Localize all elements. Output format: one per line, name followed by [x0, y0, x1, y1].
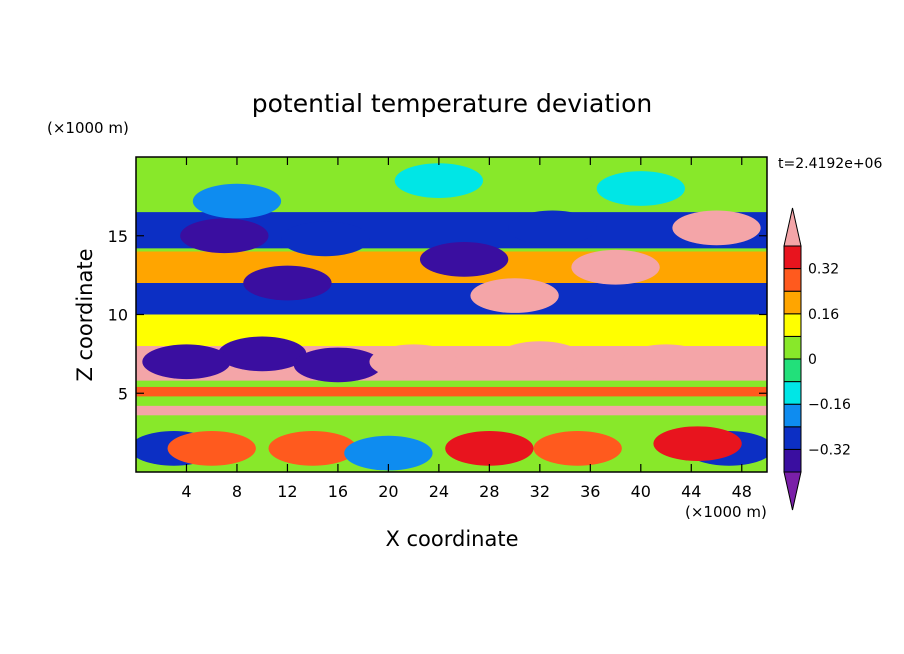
contour-anomaly-17: [653, 426, 742, 461]
contour-band-3: [136, 283, 767, 315]
contour-anomaly-11: [495, 341, 585, 376]
y-tick-label: 5: [118, 384, 128, 403]
contour-anomaly-22: [394, 163, 484, 198]
contour-anomaly-1: [281, 221, 370, 257]
contour-anomaly-9: [293, 347, 383, 383]
contour-band-7: [136, 405, 767, 416]
x-tick-label: 48: [732, 482, 752, 501]
colorbar-segment: [783, 245, 802, 270]
contour-anomaly-12: [621, 344, 711, 380]
colorbar-label: 0.32: [808, 262, 839, 278]
y-tick-label: 10: [108, 306, 128, 325]
x-tick-label: 32: [530, 482, 550, 501]
contour-band-4: [136, 314, 767, 346]
x-tick-label: 36: [580, 482, 600, 501]
colorbar-max-arrow: [783, 207, 802, 247]
x-tick-label: 20: [378, 482, 398, 501]
contour-anomaly-10: [142, 344, 231, 380]
contour-anomaly-8: [218, 336, 307, 372]
y-axis-label: Z coordinate: [73, 248, 97, 381]
colorbar: 0.32 0.16 0 −0.16 −0.32: [783, 207, 851, 511]
x-unit-label: (×1000 m): [685, 503, 767, 521]
y-axis: 5 10 15: [108, 227, 767, 403]
x-tick-label: 12: [277, 482, 297, 501]
colorbar-label: −0.32: [808, 442, 851, 458]
colorbar-min-arrow: [783, 471, 802, 511]
colorbar-segment: [783, 403, 802, 428]
x-tick-label: 24: [429, 482, 449, 501]
colorbar-label: 0: [808, 352, 817, 368]
y-tick-label: 15: [108, 227, 128, 246]
contour-anomaly-2: [508, 210, 597, 246]
contour-anomaly-4: [571, 249, 660, 285]
x-tick-label: 28: [479, 482, 499, 501]
colorbar-segment: [783, 335, 802, 360]
contour-anomaly-19: [533, 431, 622, 466]
contour-band-6: [136, 386, 767, 397]
contour-anomaly-7: [419, 242, 509, 277]
x-tick-label: 4: [181, 482, 191, 501]
colorbar-segment: [783, 358, 802, 383]
x-axis: 4 8 12 16 20 24 28 32 36 40 44 48: [181, 157, 752, 501]
contour-anomaly-24: [596, 171, 685, 206]
y-unit-label: (×1000 m): [47, 119, 129, 137]
chart-title: potential temperature deviation: [252, 89, 652, 118]
contour-anomaly-23: [192, 183, 282, 219]
x-tick-label: 16: [328, 482, 348, 501]
time-label: t=2.4192e+06: [778, 156, 882, 172]
contour-anomaly-18: [268, 431, 357, 466]
colorbar-segment: [783, 290, 802, 315]
x-tick-label: 44: [681, 482, 701, 501]
colorbar-label: −0.16: [808, 397, 851, 413]
colorbar-segment: [783, 381, 802, 405]
x-tick-label: 8: [232, 482, 242, 501]
colorbar-segment: [783, 426, 802, 450]
colorbar-segment: [783, 448, 802, 473]
contour-anomaly-13: [369, 344, 458, 380]
contour-field: [136, 157, 767, 472]
contour-anomaly-21: [344, 435, 433, 471]
colorbar-segment: [783, 268, 802, 292]
x-axis-label: X coordinate: [385, 527, 518, 551]
contour-anomaly-6: [243, 265, 332, 301]
contour-anomaly-16: [445, 431, 534, 466]
colorbar-segment: [783, 313, 802, 337]
x-tick-label: 40: [631, 482, 651, 501]
contour-anomaly-3: [672, 210, 761, 246]
contour-anomaly-20: [167, 431, 256, 466]
contour-anomaly-0: [180, 218, 269, 254]
colorbar-label: 0.16: [808, 307, 839, 323]
contour-anomaly-5: [470, 278, 559, 313]
